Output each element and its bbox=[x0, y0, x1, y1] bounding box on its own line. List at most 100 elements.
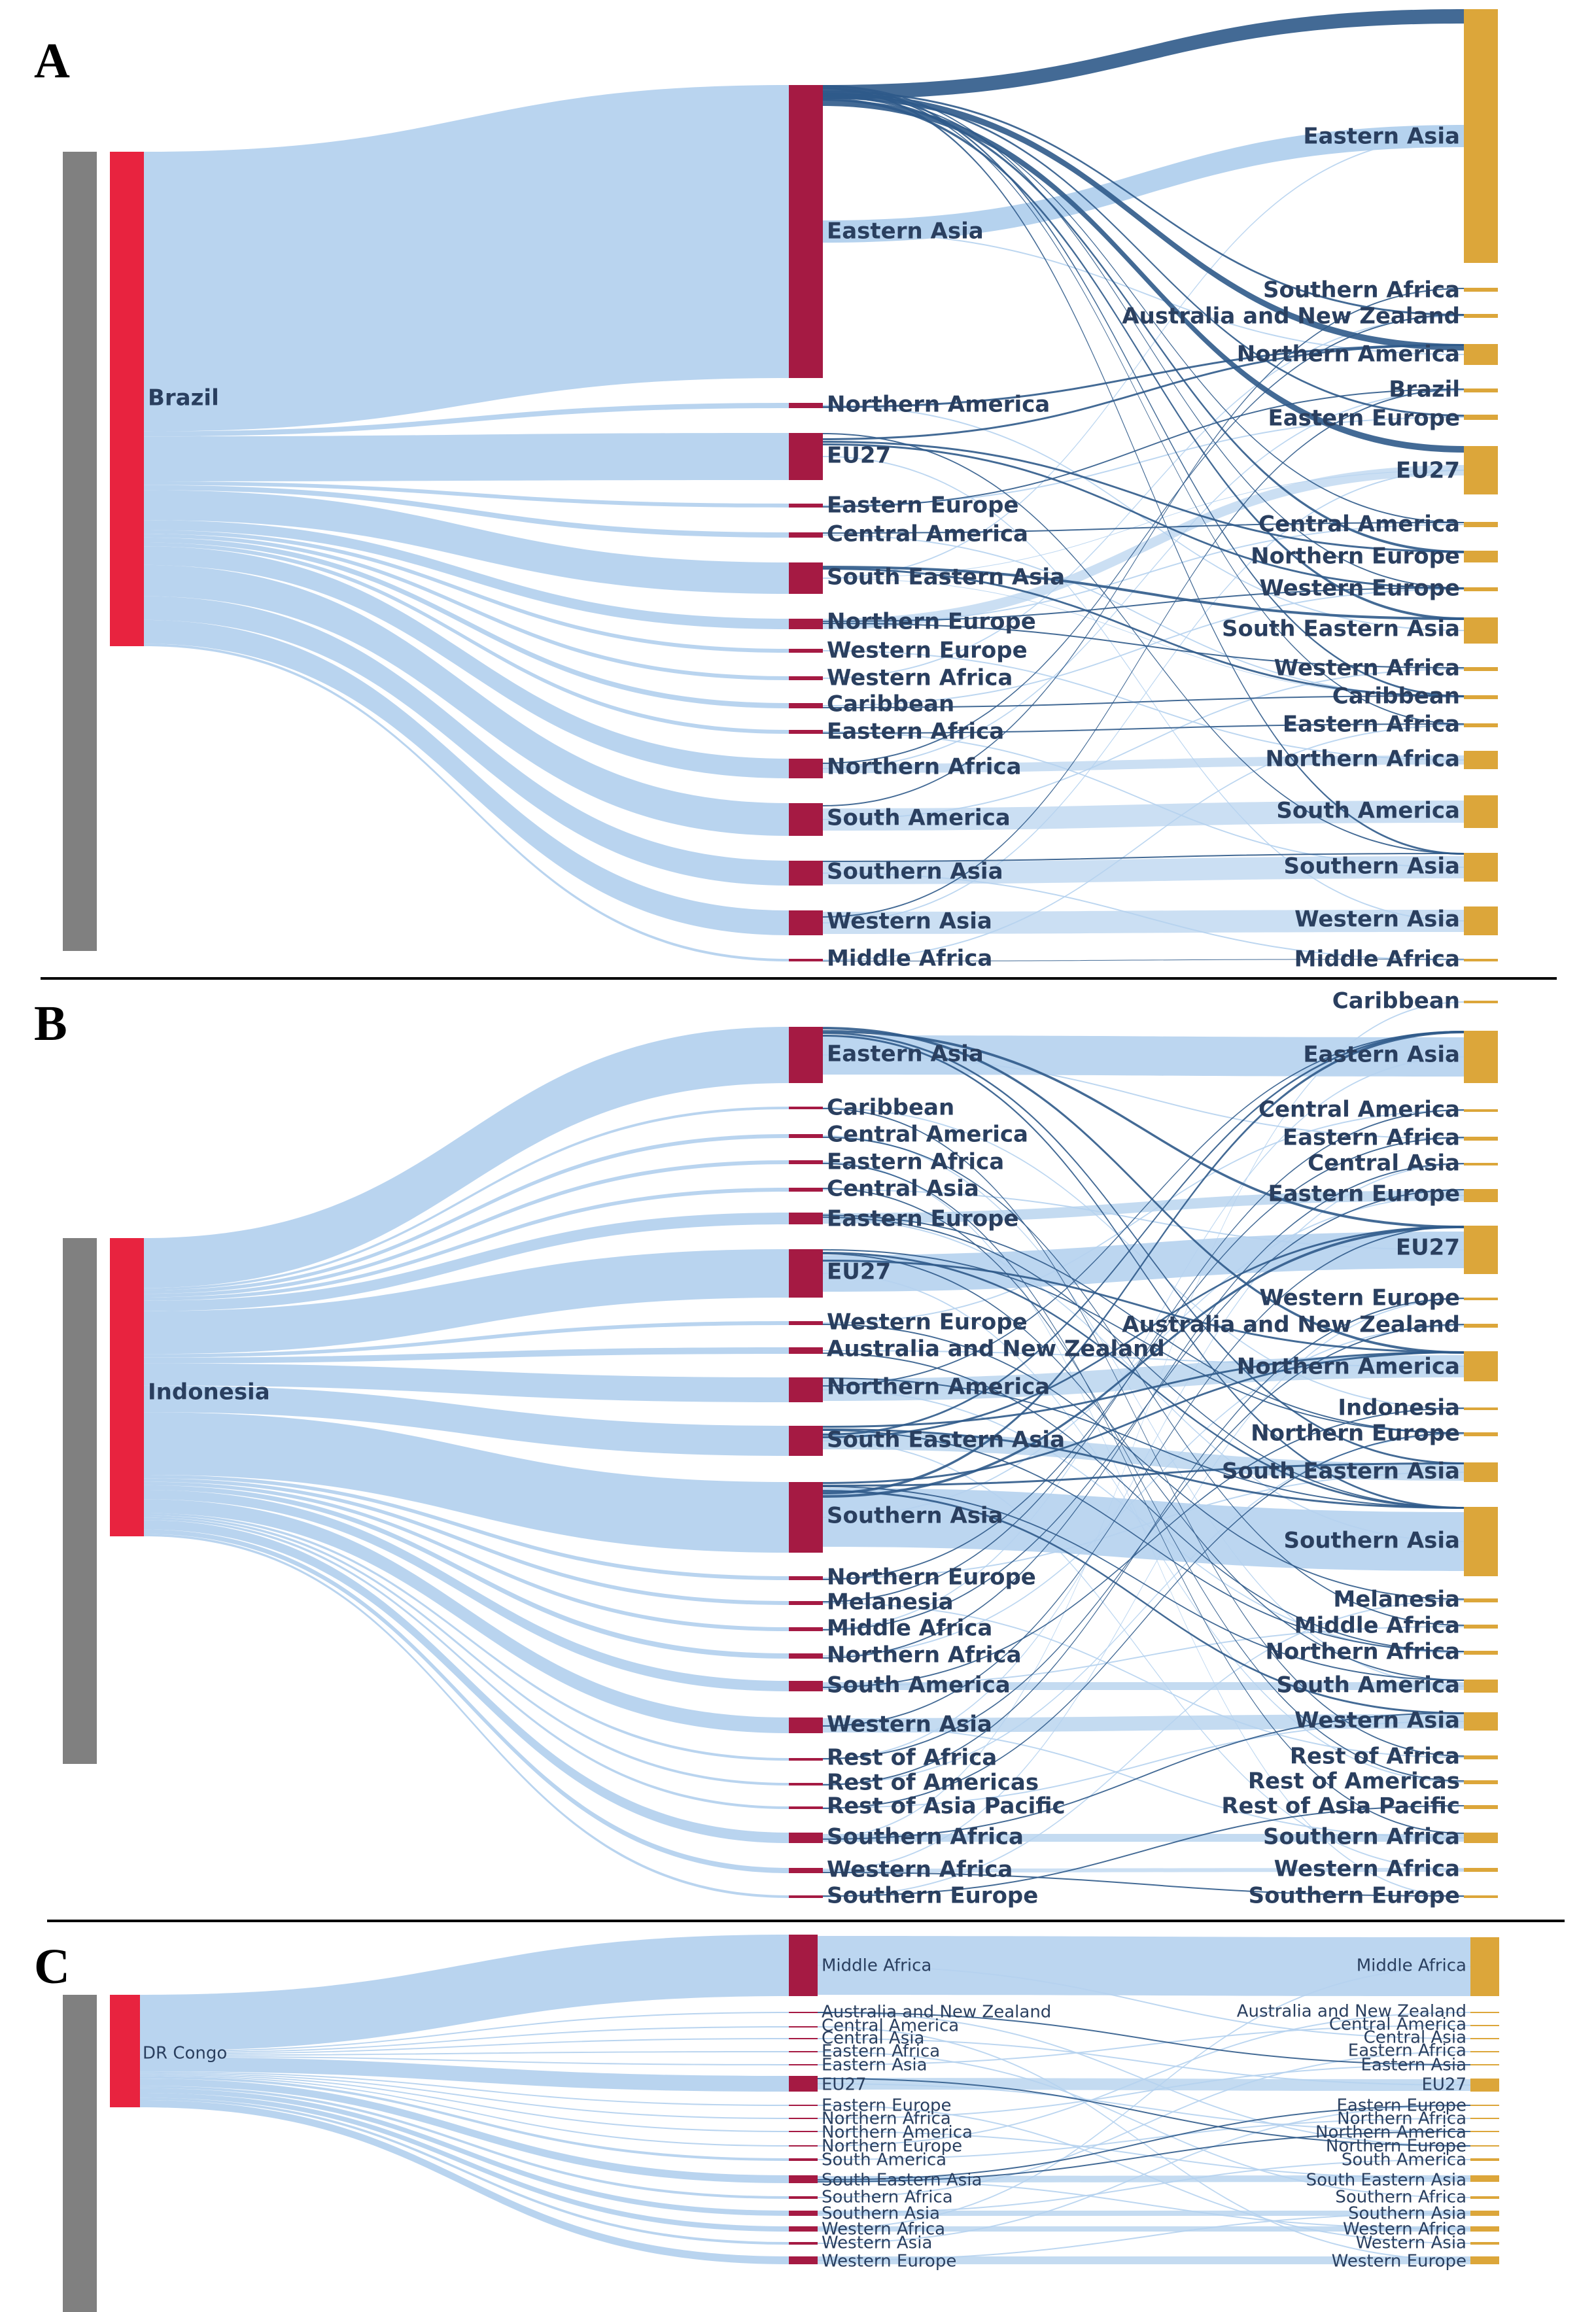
region-node-south-america bbox=[789, 2158, 818, 2161]
destination-label-caribbean: Caribbean bbox=[1332, 988, 1460, 1014]
destination-label-northern-europe: Northern Europe bbox=[1251, 1421, 1460, 1447]
region-node-southern-asia bbox=[789, 2211, 818, 2216]
region-label-eastern-africa: Eastern Africa bbox=[827, 1149, 1004, 1175]
flow-origin-to-northern-africa bbox=[144, 1485, 789, 1659]
destination-node-rest-of-africa bbox=[1464, 1755, 1498, 1759]
region-node-northern-africa bbox=[789, 759, 823, 778]
region-label-south-eastern-asia: South Eastern Asia bbox=[827, 564, 1065, 591]
flow-exported-19 bbox=[823, 388, 1464, 508]
flow-exported-16 bbox=[823, 1462, 1464, 1487]
region-label-western-africa: Western Africa bbox=[827, 665, 1013, 691]
destination-label-eastern-africa: Eastern Africa bbox=[1283, 712, 1460, 738]
flow-origin-to-western-europe bbox=[140, 2100, 789, 2264]
destination-node-south-america bbox=[1470, 2158, 1499, 2161]
region-label-southern-africa: Southern Africa bbox=[822, 2188, 953, 2207]
flow-exported-8 bbox=[823, 93, 1464, 417]
flow-south-america-to-south-america bbox=[823, 801, 1464, 831]
flow-origin-to-northern-africa bbox=[140, 2072, 789, 2119]
destination-label-eastern-europe: Eastern Europe bbox=[1268, 405, 1460, 432]
flow-origin-to-eastern-europe bbox=[144, 481, 789, 508]
region-node-eastern-africa bbox=[789, 1160, 823, 1164]
flow-origin-to-rest-of-africa bbox=[144, 1513, 789, 1761]
region-label-central-america: Central America bbox=[827, 521, 1028, 547]
region-label-caribbean: Caribbean bbox=[827, 691, 954, 717]
destination-node-rest-of-americas bbox=[1464, 1780, 1498, 1784]
flow-thin-15 bbox=[823, 725, 1464, 961]
flow-thin-3 bbox=[823, 417, 1464, 506]
destination-label-eastern-asia: Eastern Asia bbox=[1303, 1042, 1460, 1068]
flow-thin-13 bbox=[818, 2051, 1470, 2198]
flow-origin-to-south-america bbox=[144, 1490, 789, 1691]
flow-southern-asia-to-southern-asia bbox=[823, 856, 1464, 884]
flow-origin-to-northern-america bbox=[140, 2073, 789, 2132]
region-label-northern-america: Northern America bbox=[827, 392, 1050, 418]
destination-label-eastern-asia: Eastern Asia bbox=[1361, 2056, 1466, 2075]
destination-label-middle-africa: Middle Africa bbox=[1357, 1956, 1466, 1976]
flow-origin-to-southern-africa bbox=[144, 1520, 789, 1843]
destination-label-south-america: South America bbox=[1342, 2150, 1466, 2170]
destination-label-western-europe: Western Europe bbox=[1259, 576, 1460, 602]
flow-thin-8 bbox=[818, 2064, 1470, 2119]
flow-western-asia-to-western-asia bbox=[823, 910, 1464, 934]
region-label-southern-asia: Southern Asia bbox=[827, 1503, 1003, 1529]
region-node-northern-europe bbox=[789, 1576, 823, 1580]
flow-origin-to-western-europe bbox=[144, 1321, 789, 1358]
flow-exported-6 bbox=[823, 88, 1464, 855]
destination-node-australia-and-new-zealand bbox=[1470, 2012, 1499, 2013]
flow-thin-11 bbox=[818, 2118, 1470, 2160]
flow-thin-13 bbox=[823, 1602, 1464, 1758]
flow-origin-to-eu27 bbox=[144, 433, 789, 481]
flow-exported-26 bbox=[823, 1108, 1464, 1757]
flow-origin-to-northern-america bbox=[144, 1363, 789, 1402]
region-node-northern-america bbox=[789, 2131, 818, 2132]
flow-origin-to-central-america bbox=[140, 2026, 789, 2054]
flow-thin-16 bbox=[818, 2105, 1470, 2244]
region-label-eastern-asia: Eastern Asia bbox=[822, 2056, 928, 2075]
destination-node-northern-america bbox=[1464, 1351, 1498, 1381]
region-label-south-eastern-asia: South Eastern Asia bbox=[827, 1427, 1065, 1453]
panel-letter: B bbox=[34, 996, 67, 1051]
destination-label-western-europe: Western Europe bbox=[1259, 1285, 1460, 1311]
flow-exported-17 bbox=[823, 1486, 1464, 1681]
flow-thin-12 bbox=[818, 2179, 1470, 2230]
destination-node-western-africa bbox=[1470, 2226, 1499, 2232]
destination-label-northern-america: Northern America bbox=[1315, 2123, 1466, 2143]
destination-label-northern-africa: Northern Africa bbox=[1337, 2109, 1466, 2129]
region-node-eastern-africa bbox=[789, 730, 823, 734]
flow-exported-4 bbox=[823, 98, 1464, 620]
destination-label-western-africa: Western Africa bbox=[1343, 2220, 1466, 2239]
flow-thin-15 bbox=[818, 1966, 1470, 2230]
destination-node-eu27 bbox=[1470, 2079, 1499, 2092]
flow-exported-0 bbox=[823, 9, 1464, 99]
region-node-middle-africa bbox=[789, 959, 823, 961]
destination-node-south-america bbox=[1464, 1680, 1498, 1693]
destination-label-south-america: South America bbox=[1276, 1672, 1460, 1699]
destination-node-australia-and-new-zealand bbox=[1464, 314, 1498, 318]
flow-origin-to-south-eastern-asia bbox=[140, 2079, 789, 2183]
destination-node-eastern-europe bbox=[1470, 2105, 1499, 2106]
region-node-australia-and-new-zealand bbox=[789, 2012, 818, 2013]
destination-node-eastern-asia bbox=[1470, 2064, 1499, 2065]
flow-origin-to-southern-asia bbox=[140, 2088, 789, 2216]
flow-exported-21 bbox=[823, 587, 1464, 622]
flow-origin-to-southern-asia bbox=[144, 596, 789, 886]
flow-origin-to-middle-africa bbox=[144, 1481, 789, 1631]
region-label-middle-africa: Middle Africa bbox=[822, 1956, 931, 1976]
destination-label-south-eastern-asia: South Eastern Asia bbox=[1222, 616, 1460, 642]
flows-origin-to-region bbox=[144, 1027, 789, 1898]
region-node-eastern-europe bbox=[789, 1213, 823, 1224]
flow-origin-to-western-asia bbox=[140, 2097, 789, 2245]
region-node-central-america bbox=[789, 532, 823, 538]
flow-thin-10 bbox=[823, 731, 1464, 868]
region-node-eastern-africa bbox=[789, 2051, 818, 2052]
destination-label-southern-africa: Southern Africa bbox=[1335, 2188, 1466, 2207]
flow-origin-to-southern-europe bbox=[144, 1534, 789, 1898]
region-node-eastern-europe bbox=[789, 2105, 818, 2106]
region-node-western-asia bbox=[789, 2242, 818, 2245]
region-node-eastern-europe bbox=[789, 504, 823, 508]
destination-label-eu27: EU27 bbox=[1396, 1235, 1460, 1261]
flow-northern-africa-to-northern-africa bbox=[823, 755, 1464, 773]
destination-label-rest-of-africa: Rest of Africa bbox=[1290, 1744, 1460, 1770]
